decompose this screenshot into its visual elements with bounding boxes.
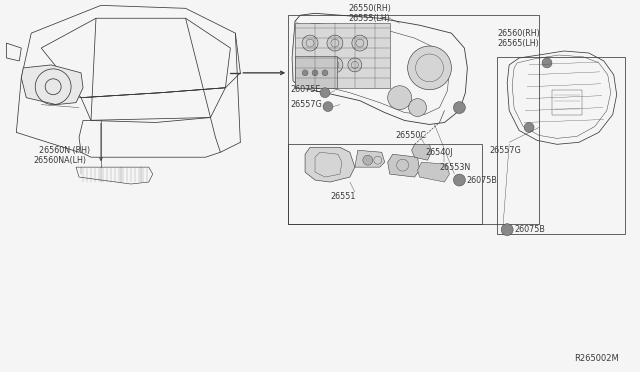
Text: 26551: 26551	[330, 192, 355, 201]
Text: 26075B: 26075B	[467, 176, 497, 185]
Circle shape	[408, 99, 426, 116]
Circle shape	[388, 86, 412, 110]
Text: 26560(RH): 26560(RH)	[497, 29, 540, 38]
Text: 26557G: 26557G	[290, 100, 322, 109]
Text: 26553N: 26553N	[440, 163, 471, 171]
Bar	[295, 56, 337, 88]
Circle shape	[327, 35, 343, 51]
Circle shape	[501, 224, 513, 235]
Circle shape	[352, 35, 368, 51]
Circle shape	[320, 88, 330, 98]
Polygon shape	[355, 150, 385, 167]
Bar	[552, 90, 582, 115]
Text: 26560NA(LH): 26560NA(LH)	[33, 156, 86, 165]
Polygon shape	[21, 65, 83, 105]
Text: 26565(LH): 26565(LH)	[497, 39, 539, 48]
Polygon shape	[388, 154, 420, 177]
Text: 26555(LH): 26555(LH)	[348, 14, 390, 23]
Circle shape	[348, 58, 362, 72]
Polygon shape	[292, 21, 318, 88]
Text: 26075E: 26075E	[290, 85, 321, 94]
Circle shape	[302, 70, 308, 76]
Circle shape	[363, 155, 372, 165]
Text: 26560N (RH): 26560N (RH)	[39, 146, 90, 155]
Circle shape	[322, 70, 328, 76]
Circle shape	[323, 102, 333, 112]
Circle shape	[327, 57, 343, 73]
Circle shape	[453, 102, 465, 113]
Text: 26550C: 26550C	[396, 131, 427, 140]
Circle shape	[408, 46, 451, 90]
Text: R265002M: R265002M	[574, 354, 619, 363]
Circle shape	[302, 57, 318, 73]
Circle shape	[542, 58, 552, 68]
Text: 26550(RH): 26550(RH)	[348, 4, 391, 13]
Bar	[497, 57, 625, 234]
Text: 26557G: 26557G	[489, 146, 521, 155]
Polygon shape	[417, 162, 449, 182]
Polygon shape	[305, 147, 355, 182]
Circle shape	[453, 174, 465, 186]
Polygon shape	[412, 144, 431, 160]
Circle shape	[302, 35, 318, 51]
Text: 26075B: 26075B	[514, 225, 545, 234]
Bar	[288, 144, 483, 224]
Circle shape	[524, 122, 534, 132]
Circle shape	[312, 70, 318, 76]
Text: 26540J: 26540J	[426, 148, 453, 157]
Bar	[295, 23, 390, 88]
Bar	[288, 15, 539, 224]
